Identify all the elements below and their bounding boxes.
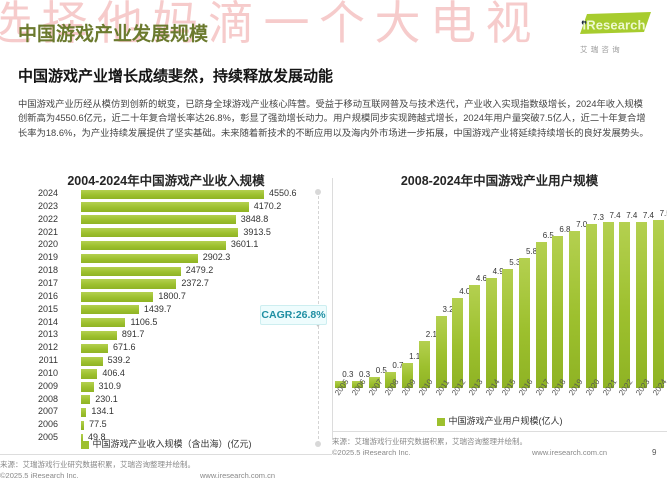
svg-text:iResearch: iResearch (583, 18, 646, 33)
